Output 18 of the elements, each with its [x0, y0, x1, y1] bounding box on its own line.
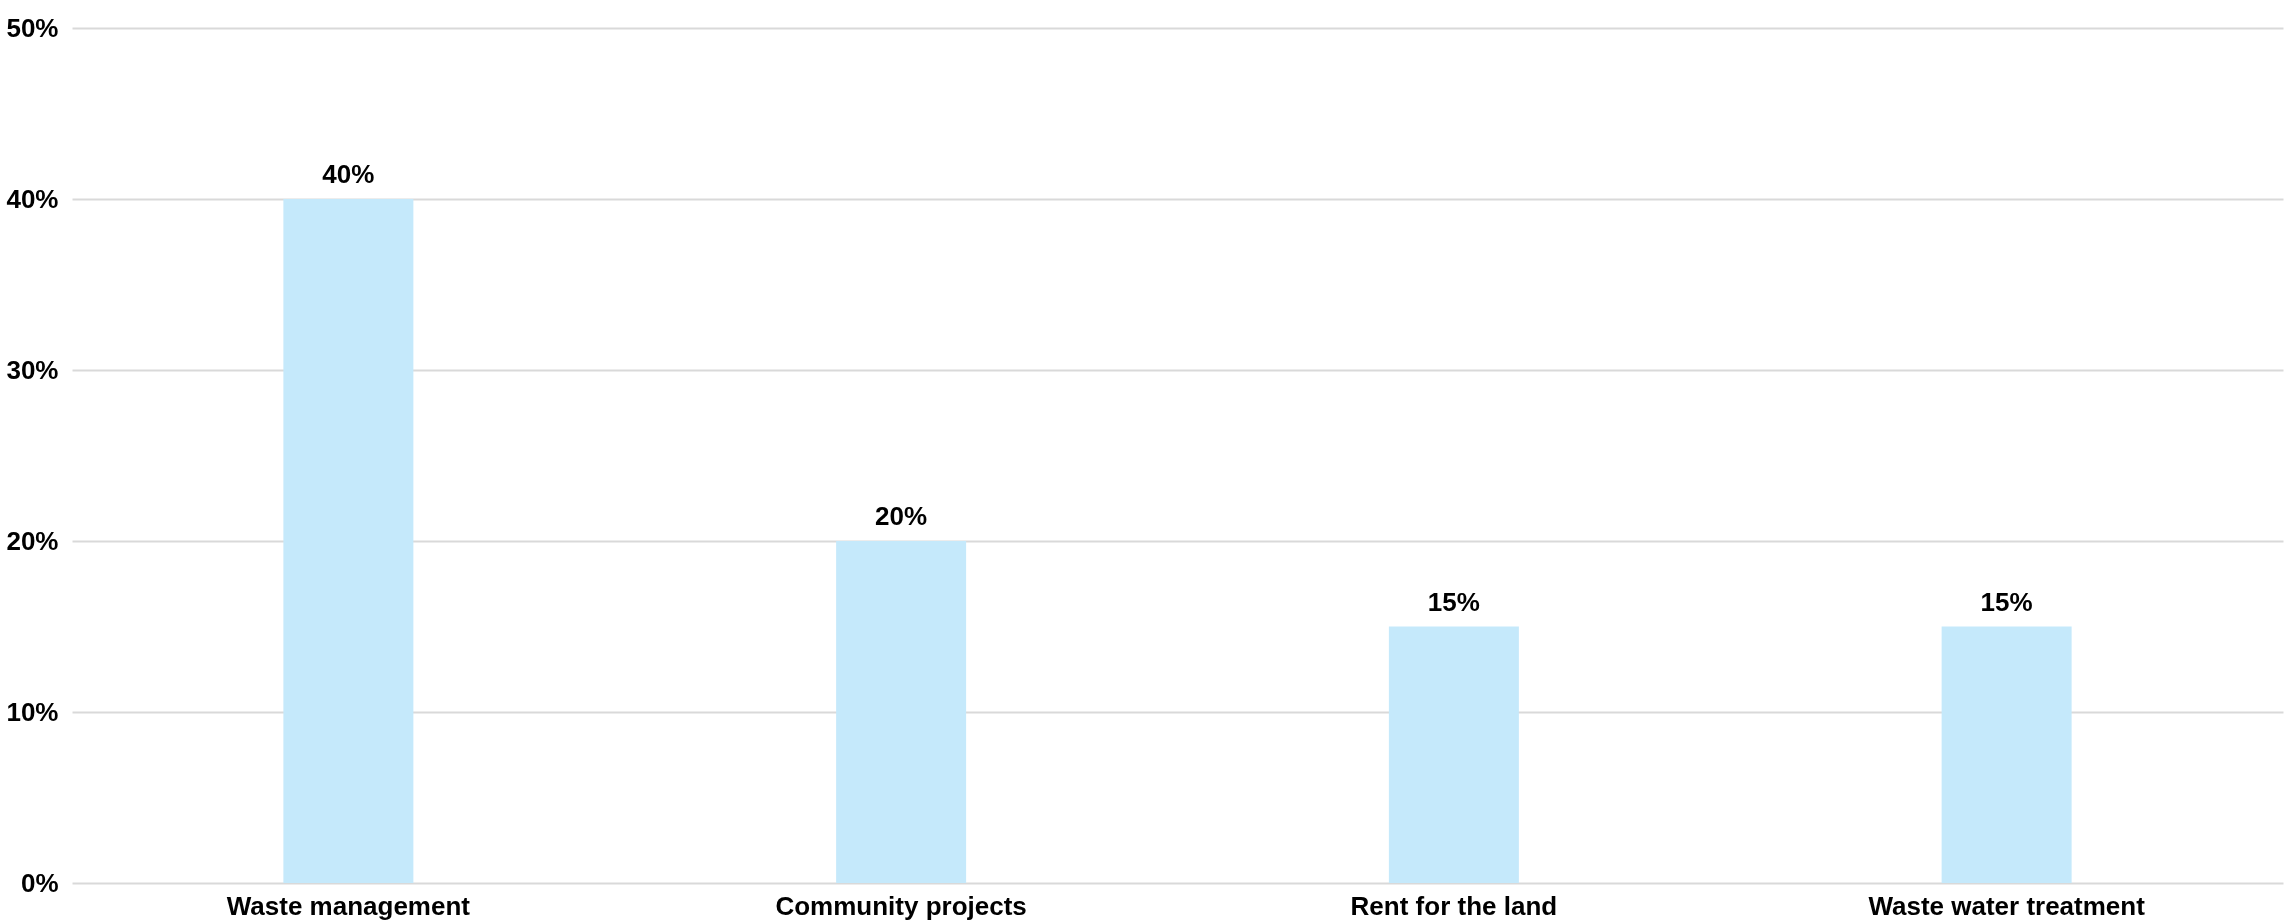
y-tick-label: 10% — [6, 696, 59, 727]
y-tick-label: 50% — [6, 12, 59, 43]
bar — [283, 199, 414, 883]
bar — [1388, 626, 1519, 883]
x-tick-label: Waste management — [226, 890, 471, 921]
data-label: 15% — [1980, 586, 2033, 617]
y-tick-label: 30% — [6, 354, 59, 385]
data-label: 15% — [1427, 586, 1480, 617]
y-tick-label: 0% — [20, 867, 59, 898]
x-tick-label: Rent for the land — [1350, 890, 1558, 921]
data-label: 20% — [875, 501, 928, 531]
y-tick-label: 40% — [6, 183, 59, 214]
x-tick-label: Waste water treatment — [1868, 890, 2146, 921]
bar — [1941, 626, 2072, 883]
bar — [836, 541, 967, 883]
x-tick-label: Community projects — [775, 890, 1027, 921]
y-tick-label: 20% — [6, 525, 59, 556]
data-label: 40% — [322, 159, 375, 189]
